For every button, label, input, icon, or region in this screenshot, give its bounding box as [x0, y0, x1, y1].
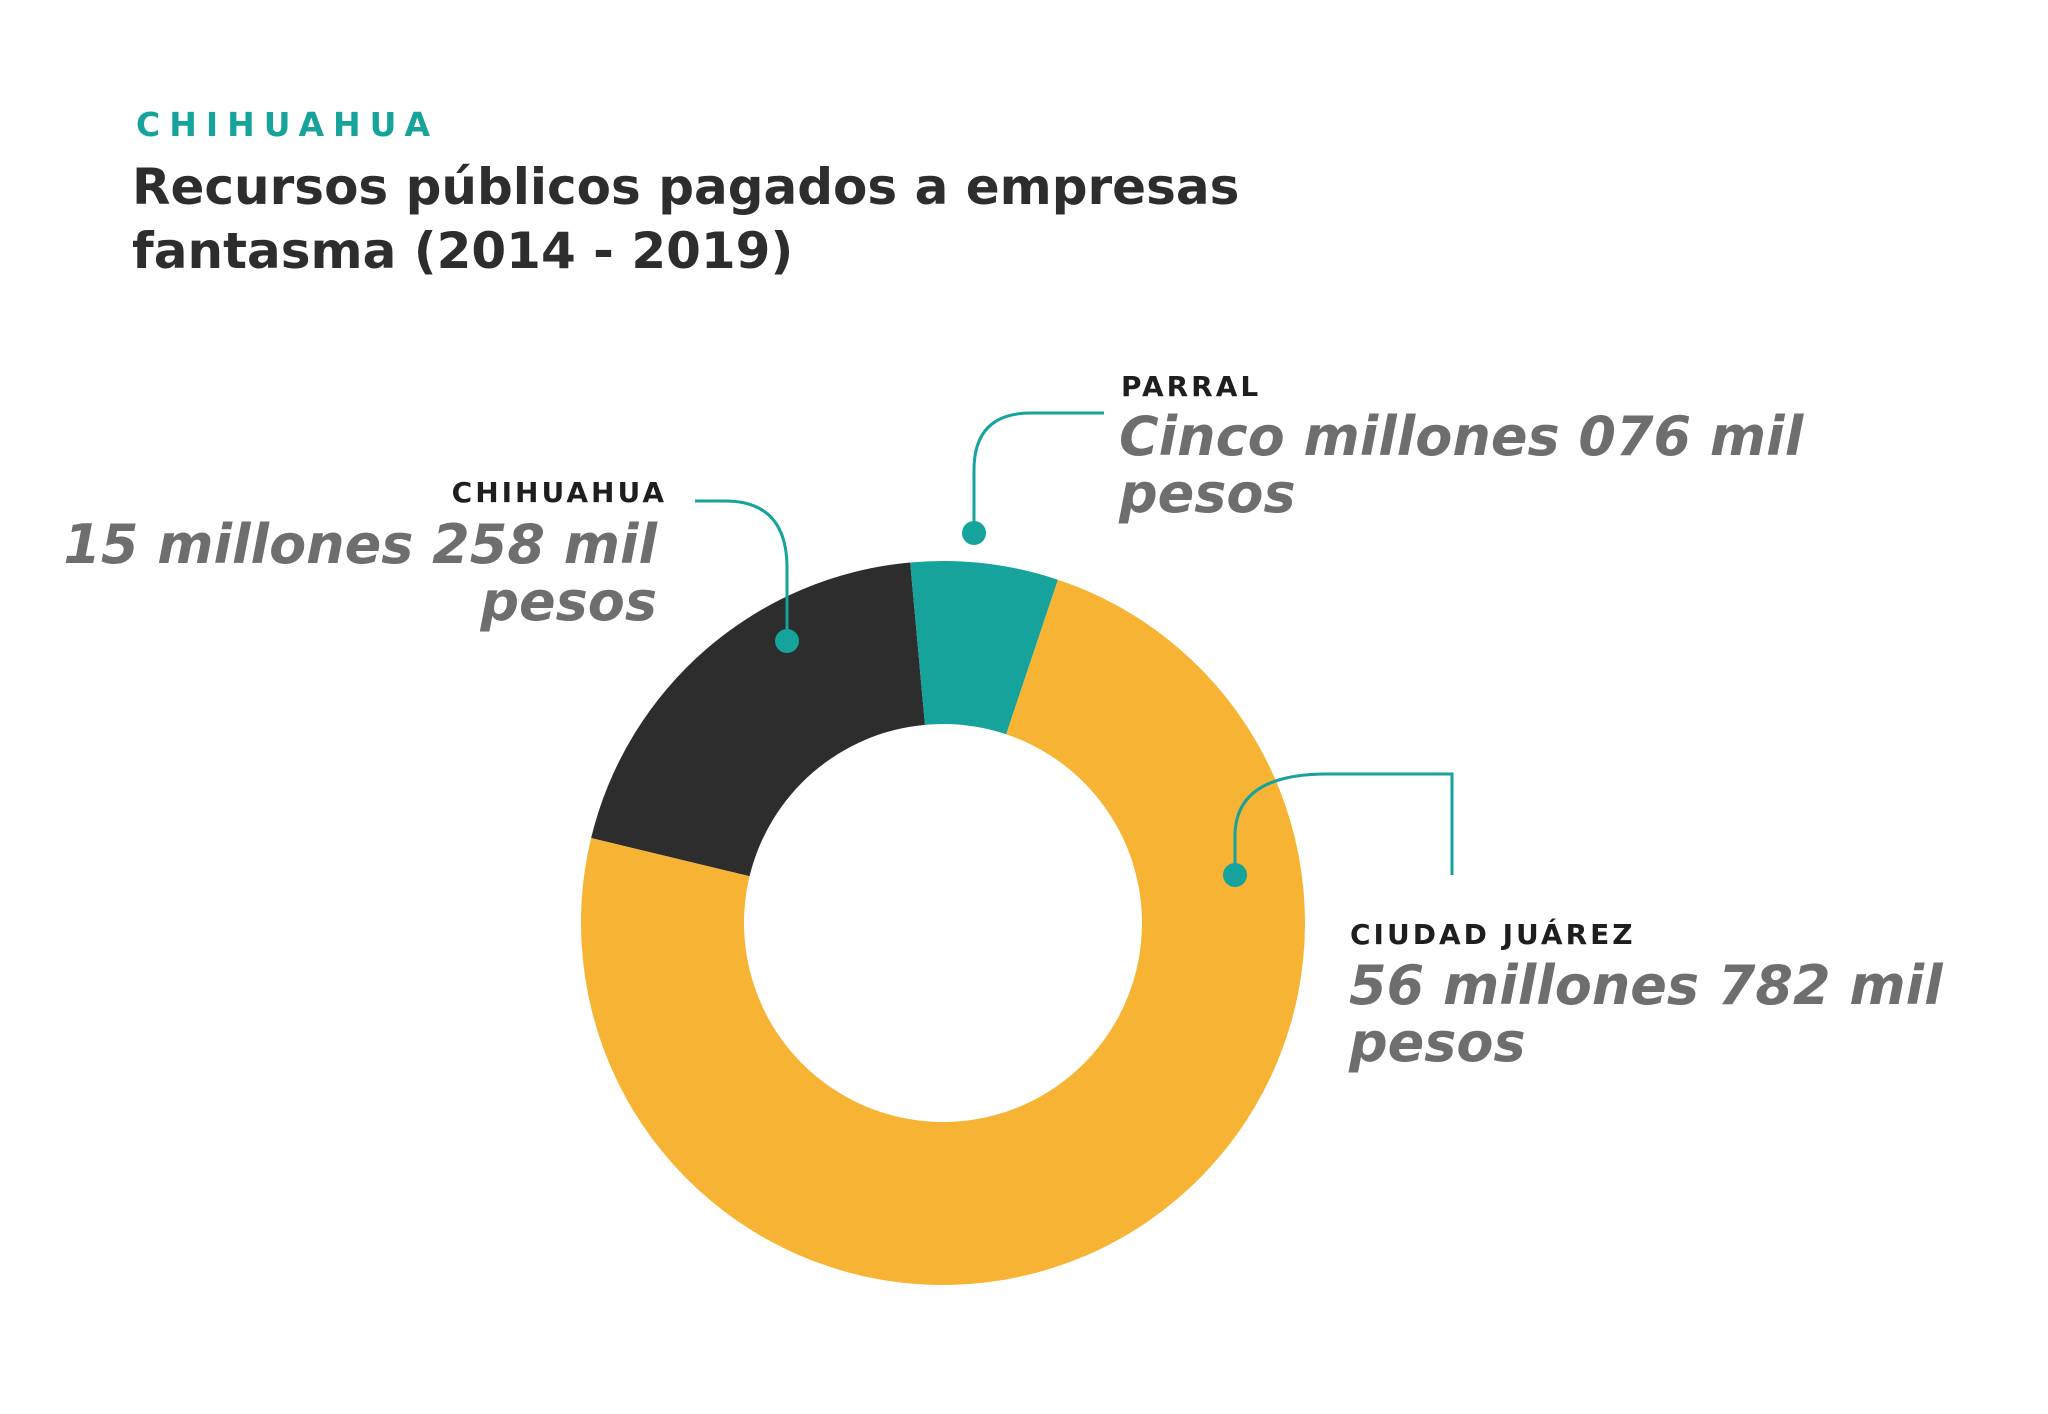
connector [1233, 772, 1454, 875]
connector [695, 499, 789, 641]
region-label: CHIHUAHUA [136, 105, 439, 144]
category-label: PARRAL [1121, 370, 1262, 403]
chart-title: Recursos públicos pagados a empresas fan… [132, 158, 1240, 280]
connectors [695, 411, 1454, 875]
dots [775, 521, 1247, 887]
donut-segment [580, 579, 1305, 1285]
donut-segment [591, 562, 925, 877]
connector-dot [1223, 863, 1247, 887]
category-label: CHIHUAHUA [451, 476, 667, 509]
category-label: CIUDAD JUÁREZ [1350, 918, 1636, 951]
value-label: 15 millones 258 mil pesos [63, 513, 657, 633]
connector-dot [775, 629, 799, 653]
value-label: Cinco millones 076 mil pesos [1119, 405, 1804, 525]
connector-dot [962, 521, 986, 545]
donut-segment [910, 561, 1058, 735]
connector [972, 411, 1104, 533]
value-label: 56 millones 782 mil pesos [1349, 954, 1943, 1074]
